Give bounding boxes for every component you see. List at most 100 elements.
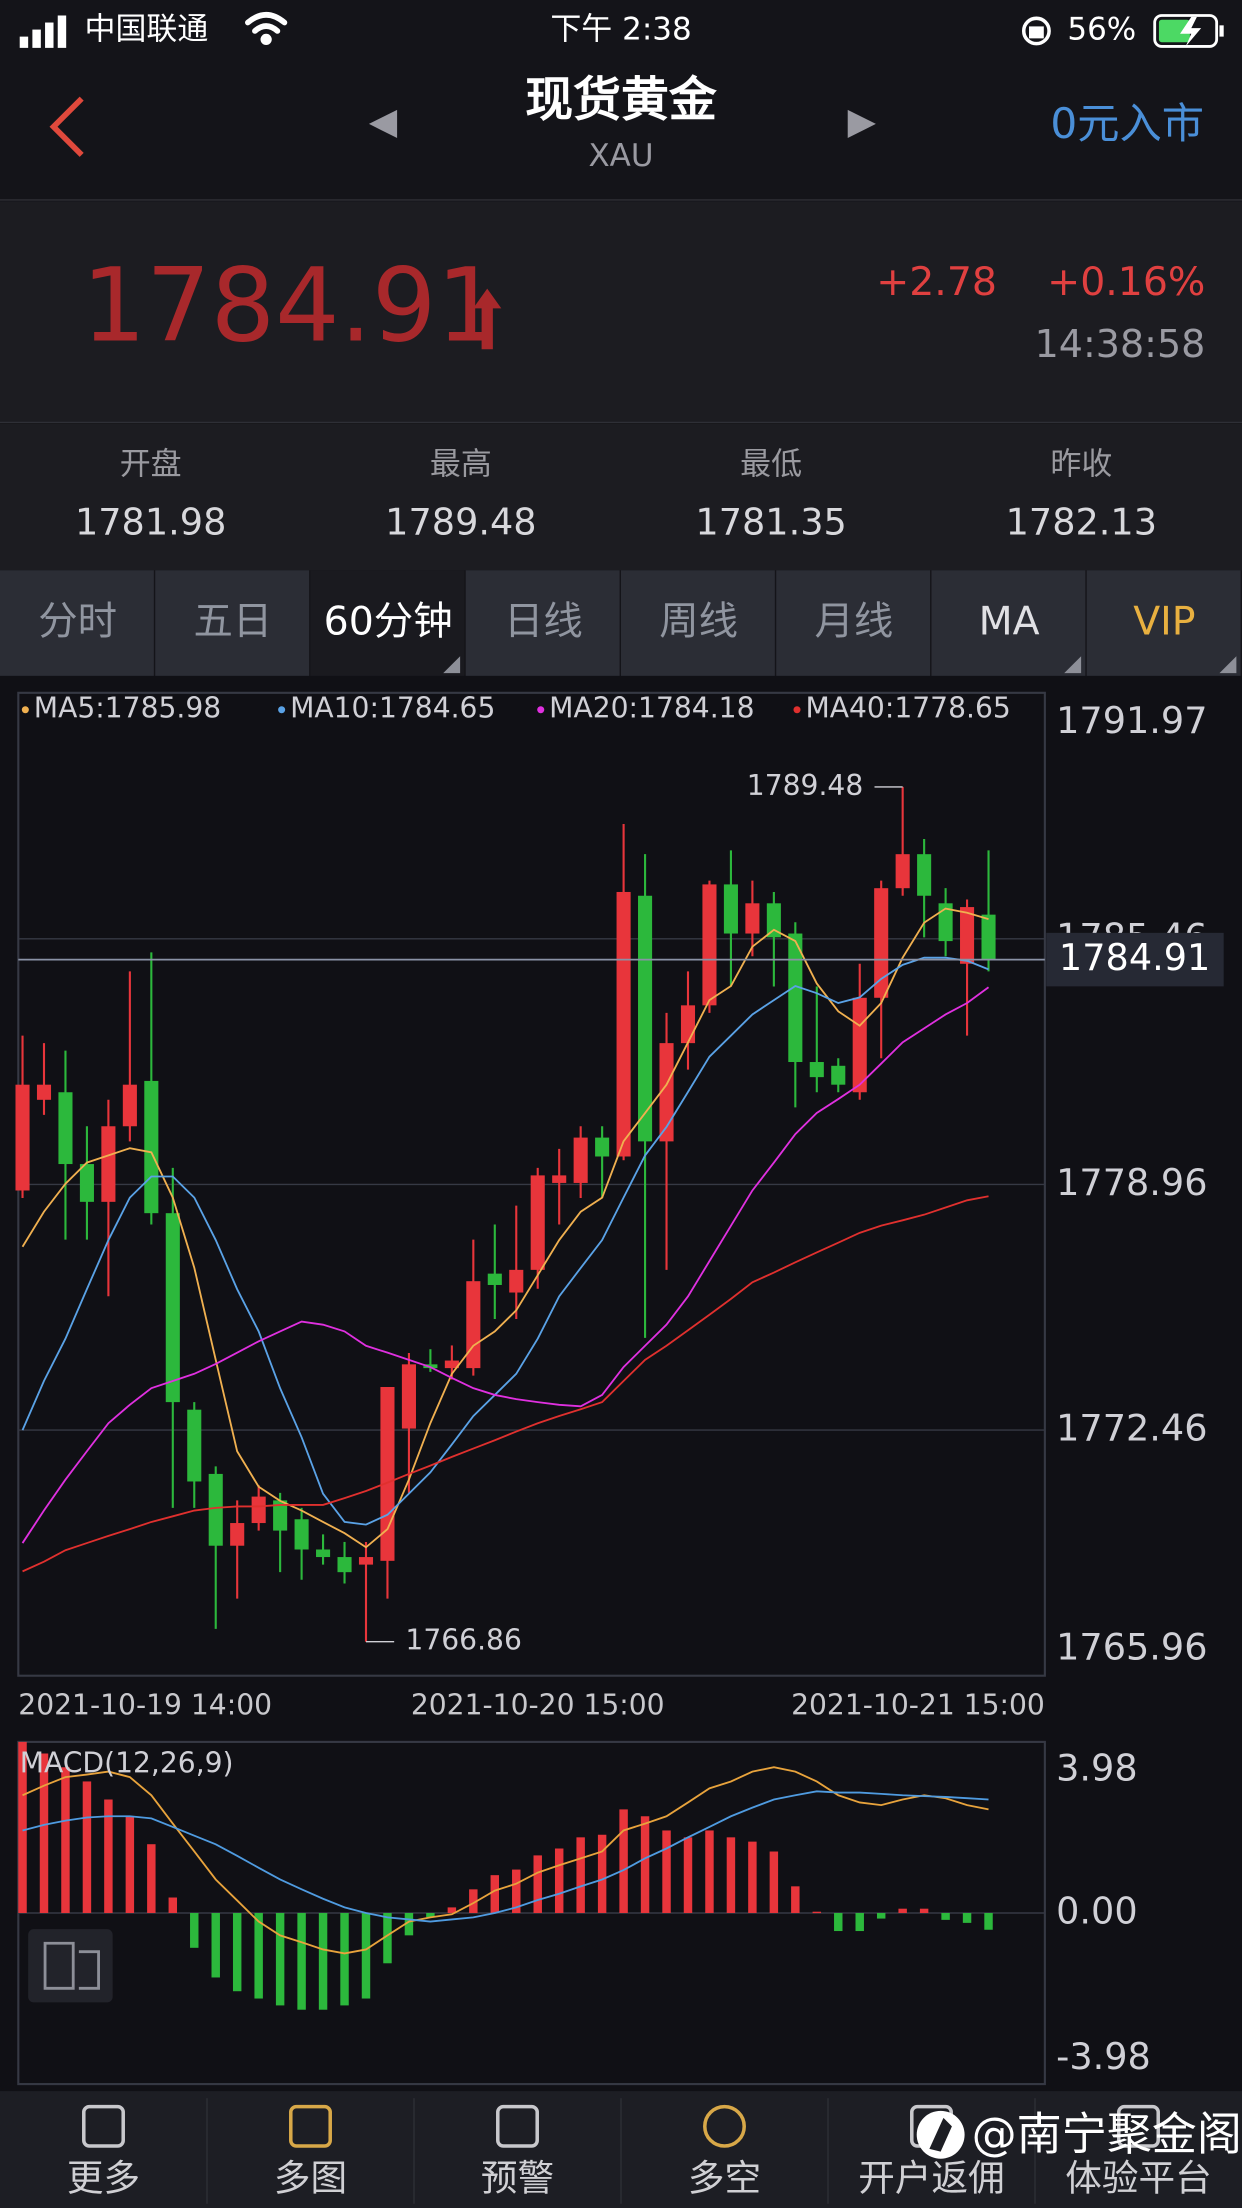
candle-body — [187, 1409, 202, 1482]
candle-body — [960, 907, 975, 964]
next-button[interactable] — [847, 109, 876, 138]
macd-bar — [769, 1851, 779, 1913]
macd-bar — [941, 1912, 950, 1920]
clock: 下午 2:38 — [550, 11, 691, 47]
macd-bar — [39, 1753, 49, 1913]
candle-body — [122, 1084, 137, 1127]
macd-bar — [554, 1848, 564, 1913]
macd-bar — [61, 1767, 70, 1913]
macd-bar — [898, 1908, 907, 1913]
wifi-icon — [245, 11, 288, 46]
stat-value: 1781.35 — [695, 500, 846, 543]
change: +2.78 — [876, 259, 997, 305]
tab-label: 分时 — [38, 598, 117, 644]
macd-bar — [490, 1875, 500, 1913]
change-pct: +0.16% — [1047, 259, 1205, 305]
tab[interactable] — [0, 570, 154, 676]
candle-body — [487, 1273, 502, 1285]
legend-name: MA40: — [805, 692, 894, 725]
candle-body — [380, 1387, 395, 1561]
stats-panel — [0, 423, 1242, 571]
candle-body — [552, 1175, 567, 1183]
y-tick-label: 1791.97 — [1056, 699, 1207, 742]
macd-bar — [726, 1837, 736, 1913]
macd-bar — [426, 1912, 435, 1918]
y-tick-label: -3.98 — [1056, 2035, 1151, 2078]
macd-bar — [318, 1912, 328, 2010]
candle-body — [273, 1500, 288, 1531]
legend-name: MA10: — [290, 692, 379, 725]
macd-bar — [82, 1781, 92, 1913]
macd-bar — [748, 1841, 757, 1913]
macd-bar — [919, 1908, 929, 1913]
tab[interactable] — [931, 570, 1086, 676]
nav-icon[interactable] — [1117, 2104, 1160, 2148]
tab[interactable] — [621, 570, 775, 676]
candle-body — [15, 1084, 30, 1191]
tab-label: 月线 — [814, 598, 893, 644]
candle-body — [337, 1557, 352, 1573]
candle-body — [766, 903, 781, 938]
candle-body — [852, 997, 867, 1093]
macd-bar — [533, 1855, 542, 1913]
legend-entry: MA5:1785.98 — [34, 692, 221, 725]
candle-body — [680, 1005, 696, 1044]
switch-icon[interactable] — [28, 1929, 113, 2003]
macd-bar — [962, 1912, 972, 1923]
macd-line — [22, 1790, 989, 1923]
legend-dot — [537, 706, 545, 714]
legend-value: 1784.18 — [638, 692, 754, 725]
stat-value: 1782.13 — [1006, 500, 1157, 543]
candle-body — [874, 888, 889, 998]
ma-line — [21, 956, 989, 1526]
tab[interactable] — [465, 570, 620, 676]
nav-icon[interactable] — [289, 2104, 332, 2148]
x-tick-label: 2021-10-20 15:00 — [411, 1689, 665, 1722]
macd-bar — [984, 1912, 993, 1930]
y-tick-label: 1772.46 — [1056, 1407, 1207, 1450]
lock-icon — [1021, 16, 1051, 46]
tab[interactable] — [1086, 570, 1241, 676]
candle-body — [466, 1281, 481, 1369]
macd-bar — [232, 1912, 242, 1992]
candle-body — [58, 1092, 73, 1165]
legend-value: 1778.65 — [894, 692, 1010, 725]
tab-label: 日线 — [504, 598, 583, 644]
legend-name: MA20: — [549, 692, 638, 725]
y-tick-label: 1778.96 — [1056, 1161, 1207, 1204]
nav-label: 预警 — [481, 2156, 554, 2199]
tab[interactable] — [310, 570, 465, 676]
y-tick-label: 3.98 — [1056, 1747, 1138, 1790]
candle-body — [79, 1164, 94, 1202]
prev-button[interactable] — [368, 109, 398, 138]
macd-bar — [361, 1912, 371, 1999]
tab-corner — [443, 656, 461, 674]
candle-body — [509, 1269, 524, 1293]
candle-body — [723, 884, 738, 934]
macd-bar — [383, 1912, 392, 1964]
nav-icon[interactable] — [703, 2104, 746, 2148]
tab[interactable] — [776, 570, 931, 676]
stat-value: 1781.98 — [75, 500, 226, 543]
ma-line — [22, 1195, 989, 1573]
nav-icon[interactable] — [496, 2104, 539, 2148]
macd-bar — [469, 1889, 478, 1913]
tab[interactable] — [155, 570, 310, 676]
macd-line — [22, 1766, 989, 1955]
quote-panel — [0, 201, 1242, 423]
nav-label: 体验平台 — [1065, 2156, 1211, 2199]
candle-body — [702, 884, 717, 1006]
back-button[interactable] — [49, 96, 84, 157]
battery-icon — [1153, 14, 1224, 48]
macd-bar — [211, 1912, 220, 1978]
low-annotation: 1766.86 — [405, 1624, 521, 1657]
action-link[interactable]: 0元入市 — [1050, 99, 1204, 148]
candle-body — [595, 1137, 610, 1157]
nav-icon[interactable] — [82, 2104, 125, 2148]
legend-name: MA5: — [34, 692, 105, 725]
title: 现货黄金 — [525, 73, 717, 128]
candle-body — [101, 1126, 116, 1202]
battery-percent: 56% — [1067, 11, 1136, 47]
